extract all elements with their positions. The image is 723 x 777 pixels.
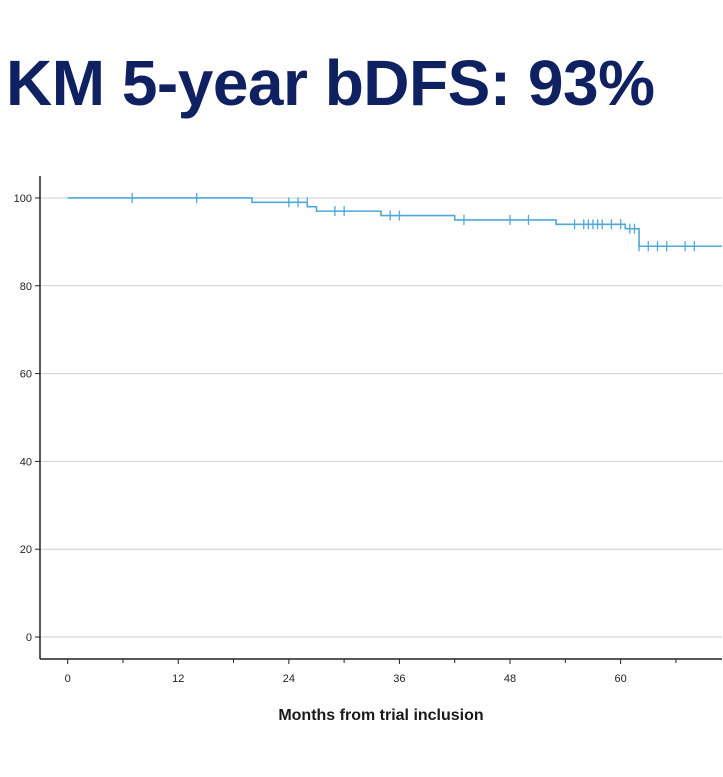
x-tick-label: 36 [393,673,405,685]
y-axis-ticks: 0 20 40 60 80 100 [14,193,40,644]
y-tick-label: 0 [26,632,32,644]
survival-series [67,192,722,252]
x-tick-label: 48 [504,673,516,685]
x-tick-label: 0 [65,673,71,685]
x-axis-label: Months from trial inclusion [278,707,483,724]
x-tick-label: 60 [614,673,626,685]
y-tick-label: 60 [20,369,32,381]
y-tick-label: 20 [20,544,32,556]
y-tick-label: 80 [20,281,32,293]
x-tick-label: 12 [172,673,184,685]
gridlines [40,197,722,638]
x-tick-label: 24 [283,673,295,685]
axes [39,176,722,660]
y-tick-label: 100 [14,193,32,205]
chart-title: KM 5-year bDFS: 93% [6,47,655,119]
survival-curve [67,197,722,248]
y-tick-label: 40 [20,456,32,468]
x-axis-ticks: 0 12 24 36 48 60 [65,659,677,685]
